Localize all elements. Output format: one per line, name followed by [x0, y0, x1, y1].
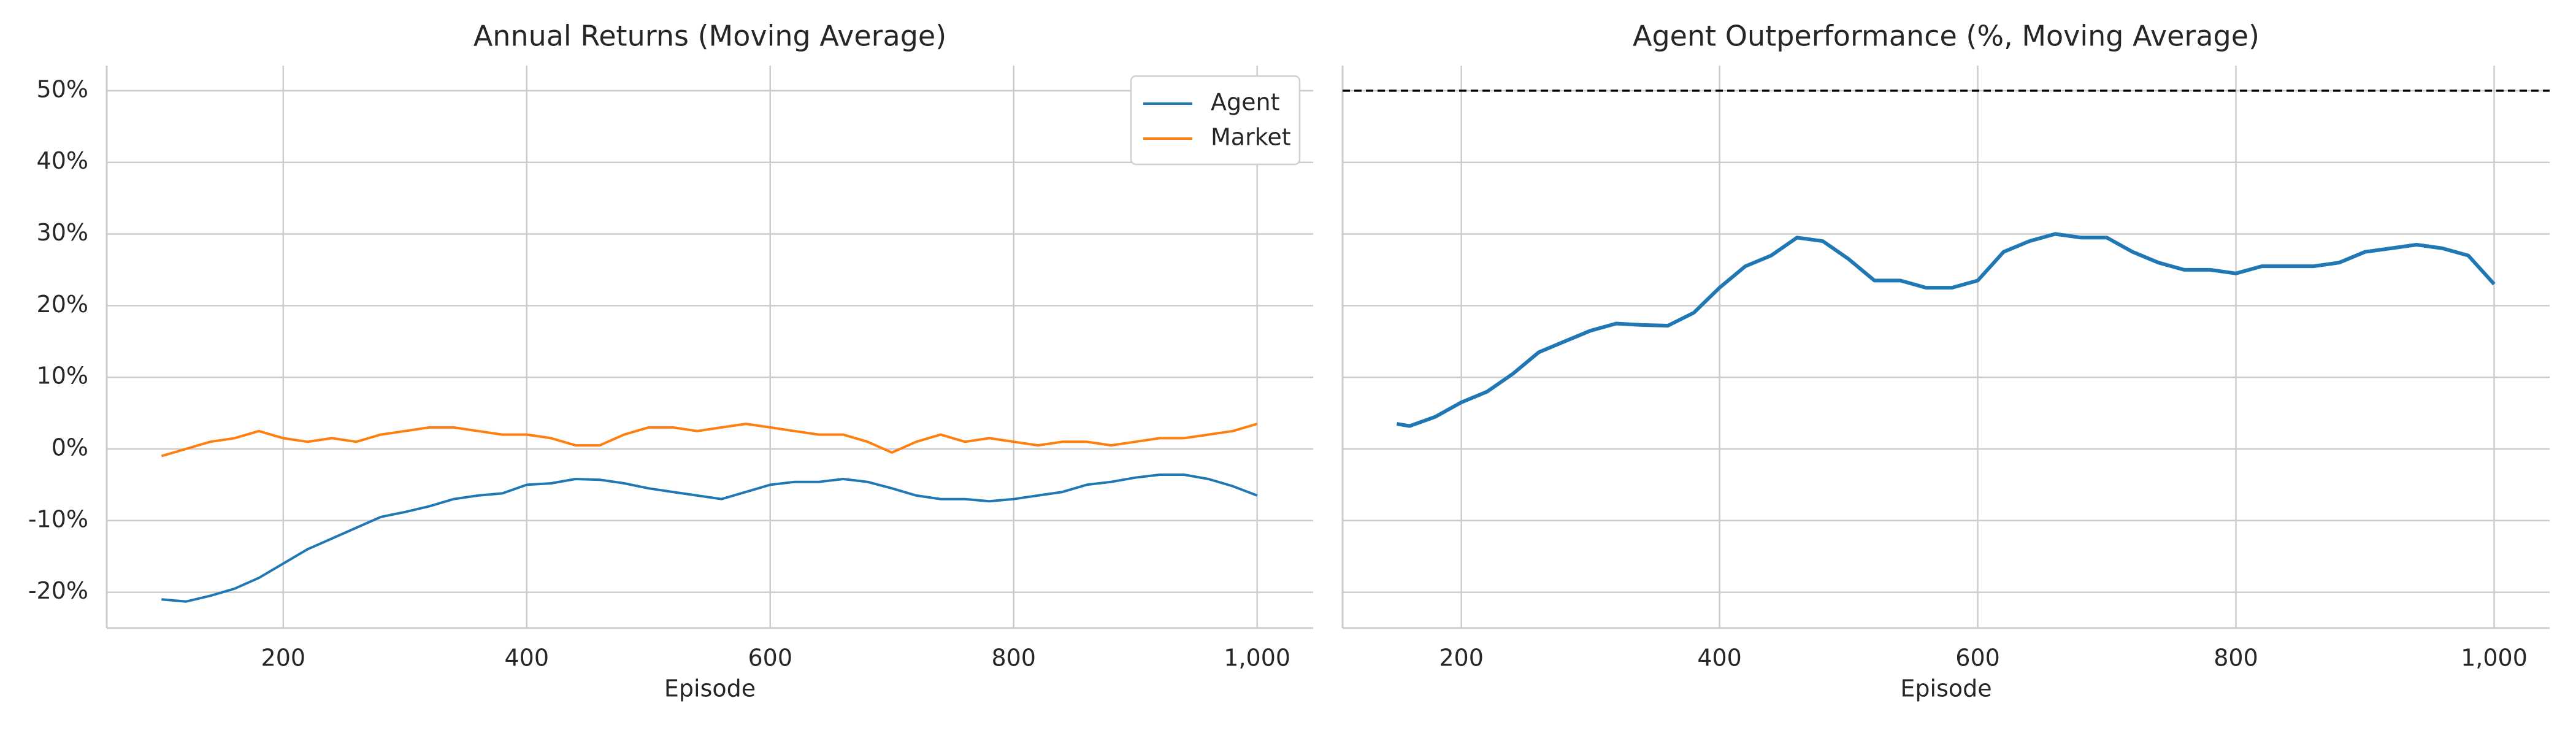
chart-title: Annual Returns (Moving Average): [473, 20, 946, 53]
x-axis-label: Episode: [664, 675, 756, 702]
chart-title: Agent Outperformance (%, Moving Average): [1633, 20, 2260, 53]
y-tick-label: 40%: [37, 147, 88, 174]
y-tick-label: 20%: [37, 291, 88, 318]
y-tick-label: 10%: [37, 362, 88, 389]
y-tick-label: 30%: [37, 219, 88, 246]
legend-label: Market: [1211, 124, 1291, 151]
x-tick-label: 200: [1439, 645, 1484, 672]
data-line: [161, 473, 1258, 603]
x-tick-label: 1,000: [1224, 645, 1290, 672]
x-tick-label: 1,000: [2461, 645, 2528, 672]
y-tick-label: 50%: [37, 75, 88, 102]
data-line: [1396, 232, 2496, 428]
legend-label: Agent: [1211, 89, 1279, 116]
x-tick-label: 400: [505, 645, 550, 672]
x-tick-label: 600: [748, 645, 792, 672]
x-tick-label: 400: [1697, 645, 1742, 672]
y-tick-label: -20%: [28, 577, 88, 604]
x-tick-label: 600: [1955, 645, 2000, 672]
x-tick-label: 800: [991, 645, 1036, 672]
chart: Agent Outperformance (%, Moving Average)…: [1341, 20, 2550, 702]
y-tick-label: 0%: [52, 434, 88, 461]
chart: Annual Returns (Moving Average) -20% -10% 0…: [28, 20, 1313, 702]
x-tick-label: 800: [2214, 645, 2258, 672]
data-line: [161, 423, 1258, 458]
x-axis-label: Episode: [1900, 675, 1991, 702]
x-tick-label: 200: [261, 645, 306, 672]
legend-box: [1130, 75, 1301, 166]
y-tick-label: -10%: [28, 505, 88, 532]
